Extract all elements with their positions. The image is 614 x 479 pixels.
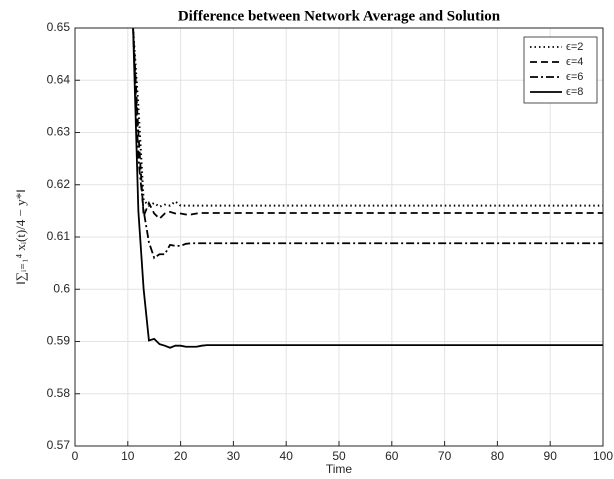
y-axis-label: ‖∑ᵢ₌₁⁴ xᵢ(t)/4 − y*‖ <box>13 189 28 285</box>
y-tick-label: 0.6 <box>53 281 70 295</box>
grid <box>74 27 604 447</box>
plot-frame <box>74 27 604 447</box>
y-tick-label: 0.62 <box>47 177 71 191</box>
series-line <box>132 28 603 260</box>
x-tick-label: 20 <box>174 449 188 463</box>
x-tick-label: 50 <box>332 449 346 463</box>
x-tick-label: 70 <box>438 449 452 463</box>
legend-label: ϵ=2 <box>566 41 583 53</box>
y-tick-label: 0.64 <box>47 72 71 86</box>
y-tick-label: 0.63 <box>47 125 71 139</box>
x-tick-label: 100 <box>593 449 613 463</box>
legend-label: ϵ=8 <box>566 86 583 98</box>
legend: ϵ=2 ϵ=4 ϵ=6 ϵ=8 <box>523 36 598 104</box>
x-tick-label: 30 <box>227 449 241 463</box>
legend-label: ϵ=4 <box>566 56 583 68</box>
y-tick-label: 0.57 <box>47 438 71 452</box>
x-tick-label: 60 <box>385 449 399 463</box>
x-tick-label: 0 <box>72 449 79 463</box>
x-axis-label: Time <box>326 462 353 476</box>
series-line <box>132 28 603 220</box>
legend-label: ϵ=6 <box>566 71 583 83</box>
y-tick-label: 0.61 <box>47 229 71 243</box>
lines <box>132 28 603 349</box>
x-tick-label: 10 <box>121 449 135 463</box>
y-tick-label: 0.59 <box>47 334 71 348</box>
series-line <box>132 28 603 208</box>
y-tick-label: 0.65 <box>47 20 71 34</box>
x-tick-label: 40 <box>280 449 294 463</box>
chart-title: Difference between Network Average and S… <box>178 8 501 24</box>
x-tick-label: 80 <box>491 449 505 463</box>
y-tick-label: 0.58 <box>47 386 71 400</box>
x-tick-label: 90 <box>544 449 558 463</box>
series-line <box>132 28 603 349</box>
